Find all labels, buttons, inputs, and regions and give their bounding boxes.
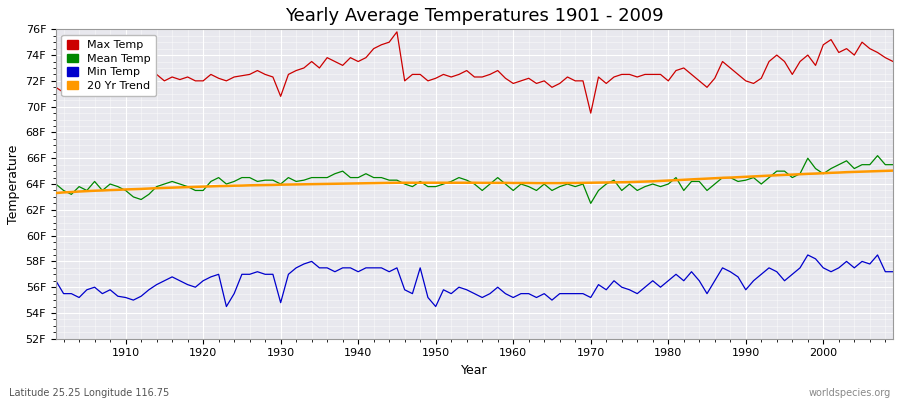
- 20 Yr Trend: [887, 168, 898, 173]
- Mean Temp: [608, 178, 619, 182]
- Mean Temp: [585, 201, 596, 206]
- Min Temp: [112, 294, 123, 299]
- Mean Temp: [112, 184, 123, 189]
- Y-axis label: Temperature: Temperature: [7, 144, 20, 224]
- Min Temp: [338, 266, 348, 270]
- X-axis label: Year: Year: [461, 364, 488, 377]
- Min Temp: [221, 304, 232, 309]
- Text: Latitude 25.25 Longitude 116.75: Latitude 25.25 Longitude 116.75: [9, 388, 169, 398]
- Max Temp: [112, 89, 123, 94]
- Min Temp: [516, 291, 526, 296]
- Title: Yearly Average Temperatures 1901 - 2009: Yearly Average Temperatures 1901 - 2009: [285, 7, 664, 25]
- Mean Temp: [500, 182, 511, 186]
- Mean Temp: [283, 175, 293, 180]
- Max Temp: [283, 72, 293, 77]
- Min Temp: [50, 278, 61, 283]
- Max Temp: [516, 78, 526, 83]
- 20 Yr Trend: [508, 180, 518, 185]
- Min Temp: [887, 269, 898, 274]
- Mean Temp: [508, 188, 518, 193]
- Min Temp: [508, 295, 518, 300]
- Min Temp: [803, 252, 814, 257]
- Max Temp: [508, 81, 518, 86]
- Max Temp: [616, 72, 627, 77]
- Line: Max Temp: Max Temp: [56, 32, 893, 113]
- Mean Temp: [329, 171, 340, 176]
- Line: Mean Temp: Mean Temp: [56, 156, 893, 203]
- Line: Min Temp: Min Temp: [56, 255, 893, 306]
- Legend: Max Temp, Mean Temp, Min Temp, 20 Yr Trend: Max Temp, Mean Temp, Min Temp, 20 Yr Tre…: [61, 35, 156, 96]
- 20 Yr Trend: [601, 180, 612, 185]
- Max Temp: [887, 59, 898, 64]
- Max Temp: [392, 30, 402, 34]
- Max Temp: [50, 85, 61, 90]
- Mean Temp: [50, 182, 61, 186]
- Max Temp: [329, 59, 340, 64]
- Max Temp: [585, 111, 596, 116]
- 20 Yr Trend: [50, 191, 61, 196]
- Min Temp: [608, 278, 619, 283]
- 20 Yr Trend: [329, 181, 340, 186]
- Min Temp: [291, 266, 302, 270]
- Mean Temp: [887, 162, 898, 167]
- Line: 20 Yr Trend: 20 Yr Trend: [56, 171, 893, 193]
- 20 Yr Trend: [500, 180, 511, 185]
- 20 Yr Trend: [283, 182, 293, 187]
- Mean Temp: [872, 153, 883, 158]
- 20 Yr Trend: [112, 188, 123, 192]
- Text: worldspecies.org: worldspecies.org: [809, 388, 891, 398]
